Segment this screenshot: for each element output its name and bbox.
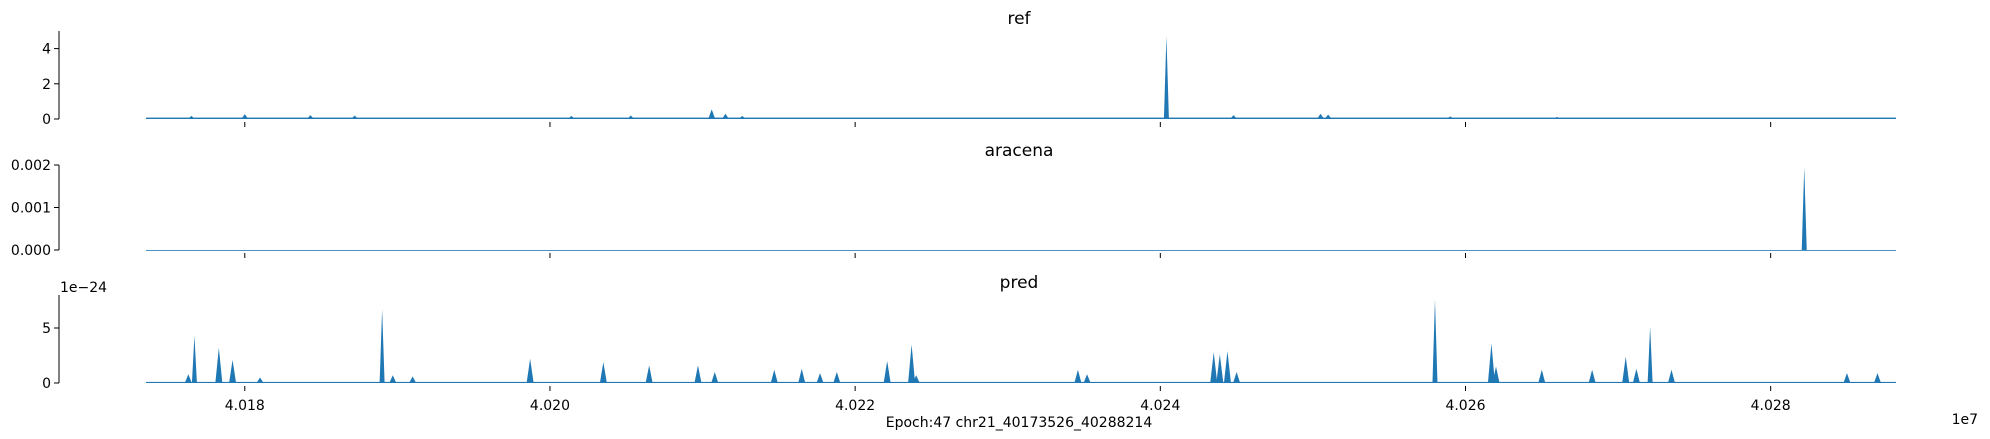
panel-title-pred: pred	[1000, 273, 1039, 293]
data-peak	[1317, 113, 1325, 119]
data-peak	[191, 335, 197, 383]
data-peak	[567, 115, 575, 119]
data-peak	[1487, 343, 1495, 383]
data-peak	[1647, 326, 1653, 383]
data-peak	[389, 375, 397, 383]
data-peak	[1230, 115, 1238, 119]
data-peak	[711, 372, 719, 383]
data-peak	[1223, 351, 1231, 383]
data-peak	[256, 377, 264, 383]
data-peak	[1210, 352, 1218, 383]
data-peak	[526, 358, 534, 383]
data-peak	[1216, 354, 1224, 383]
data-peak	[1632, 368, 1640, 383]
y-tick-label: 0	[42, 376, 51, 392]
x-tick-label: 4.018	[225, 398, 265, 414]
y-tick-label: 5	[42, 321, 51, 337]
data-peak	[912, 375, 920, 383]
x-tick-label: 4.026	[1445, 398, 1485, 414]
data-peak	[379, 309, 385, 383]
data-peak	[798, 368, 806, 383]
data-peak	[1324, 114, 1332, 119]
data-peak	[1622, 356, 1630, 383]
data-peak	[1083, 374, 1091, 383]
data-peak	[351, 115, 359, 119]
data-peak	[694, 365, 702, 383]
data-peak	[1492, 366, 1500, 383]
data-peak	[1446, 116, 1454, 119]
panel-aracena: aracena 0.000 0.001 0.002	[11, 141, 1896, 259]
data-peak	[1432, 299, 1438, 383]
baseline-area	[146, 250, 1896, 251]
y-tick-label: 0.002	[11, 158, 51, 174]
data-peak	[738, 115, 746, 119]
data-peak	[816, 373, 824, 383]
data-peak	[1873, 373, 1881, 383]
data-peak	[770, 369, 778, 383]
y-tick-label: 0.000	[11, 243, 51, 259]
data-peak	[1667, 369, 1675, 383]
data-peak	[1163, 36, 1169, 119]
data-peak	[1843, 373, 1851, 383]
panel-ref: ref 0 2 4	[42, 9, 1896, 128]
x-offset-text: 1e7	[1952, 412, 1978, 428]
panel-pred: pred 1e−24 0 5 4.018 4.020 4.022 4.024 4.026 4.…	[42, 273, 1896, 414]
data-peak	[1553, 116, 1561, 119]
data-peak	[1538, 369, 1546, 383]
data-peak	[1801, 167, 1807, 250]
data-peak	[1588, 369, 1596, 383]
data-peak	[1074, 369, 1082, 383]
y-tick-label: 4	[42, 42, 51, 58]
baseline-area	[146, 117, 1896, 119]
data-peak	[721, 113, 729, 119]
data-peak	[306, 115, 314, 119]
panel-title-aracena: aracena	[985, 141, 1054, 161]
x-tick-label: 4.028	[1751, 398, 1791, 414]
data-peak	[409, 376, 417, 383]
data-peak	[229, 359, 237, 383]
data-peak	[645, 365, 653, 383]
data-peak	[883, 361, 891, 383]
x-tick-label: 4.020	[530, 398, 570, 414]
data-peak	[708, 109, 716, 119]
data-peak	[184, 374, 192, 383]
y-tick-label: 0.001	[11, 201, 51, 217]
data-peak	[187, 115, 195, 119]
y-tick-label: 2	[42, 77, 51, 93]
data-peak	[215, 347, 223, 383]
x-axis-label: Epoch:47 chr21_40173526_40288214	[886, 415, 1153, 431]
data-peak	[908, 344, 916, 383]
panel-title-ref: ref	[1007, 9, 1031, 29]
x-tick-label: 4.022	[835, 398, 875, 414]
data-peak	[599, 362, 607, 383]
data-peak	[1233, 372, 1241, 383]
data-peak	[241, 114, 249, 119]
y-tick-label: 0	[42, 112, 51, 128]
baseline-area	[146, 381, 1896, 383]
x-tick-label: 4.024	[1140, 398, 1180, 414]
data-peak	[833, 372, 841, 383]
y-offset-text: 1e−24	[60, 280, 107, 296]
data-peak	[627, 115, 635, 119]
